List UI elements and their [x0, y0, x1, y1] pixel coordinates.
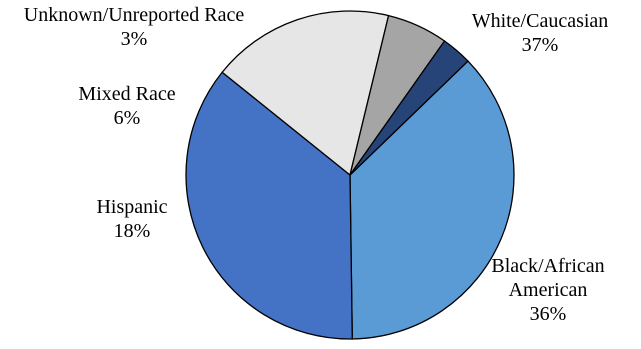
pie-label-text: American [509, 279, 588, 301]
pie-slice-unknown-unreported-race [349, 40, 469, 176]
pie-slice-black-african-american [185, 71, 353, 340]
pie-label-value: 36% [530, 303, 567, 325]
pie-label-value: 6% [114, 107, 141, 129]
pie-label-value: 3% [121, 28, 148, 50]
pie-label-text: Unknown/Unreported Race [24, 4, 245, 26]
pie-labels: White/Caucasian 37%Black/African American 3… [24, 4, 609, 325]
pie-label-text: White/Caucasian [472, 10, 609, 32]
pie-slice-white-caucasian [349, 60, 515, 340]
pie-label-white-caucasian: White/Caucasian 37% [472, 10, 609, 56]
pie-label-value: 18% [114, 220, 151, 242]
pie-label-text: Black/African [491, 255, 604, 277]
pie-label-black-african-american: Black/African American 36% [491, 255, 604, 325]
pie-label-text: Hispanic [96, 196, 167, 218]
pie-label-hispanic: Hispanic 18% [96, 196, 167, 242]
pie-slice-hispanic [221, 10, 390, 177]
pie-label-unknown-unreported-race: Unknown/Unreported Race 3% [24, 4, 245, 50]
pie-slices [185, 10, 515, 340]
pie-label-value: 37% [522, 34, 559, 56]
pie-label-text: Mixed Race [78, 83, 175, 105]
pie-label-mixed-race: Mixed Race 6% [78, 83, 175, 129]
